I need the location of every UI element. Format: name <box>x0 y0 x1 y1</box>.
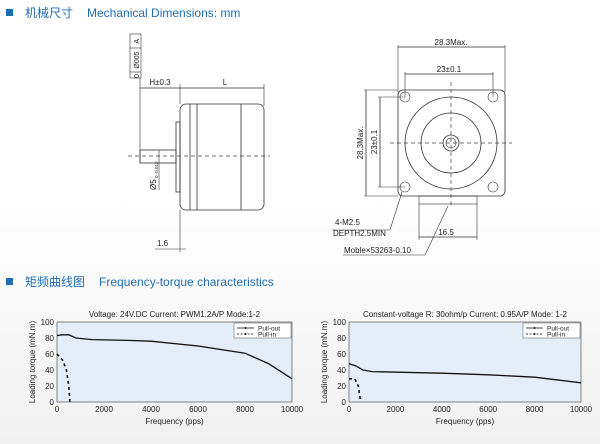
height-max-dim: 28.3Max. <box>356 127 365 160</box>
l-dimension: L <box>223 78 228 87</box>
y-tick-label: 100 <box>41 318 55 327</box>
x-tick-label: 4000 <box>433 405 451 414</box>
holes-depth-note: DEPTH2.5MIN <box>333 229 386 238</box>
bullet-square-icon <box>6 9 13 16</box>
x-tick-label: 0 <box>347 405 352 414</box>
shaft-tolerance: 0 -0.012 <box>154 161 159 178</box>
holes-note: 4-M2.5 <box>335 218 360 227</box>
y-tick-label: 20 <box>45 382 54 391</box>
legend-marker <box>533 327 536 329</box>
y-tick-label: 0 <box>50 398 55 407</box>
hole-pitch-horizontal: 23±0.1 <box>437 65 462 74</box>
chart-title: Constant-voltage R: 30ohm/p Current: 0.9… <box>363 310 568 319</box>
flange-thickness: 1.6 <box>157 239 169 248</box>
connector-dimension: 16.5 <box>438 228 454 237</box>
series-pull-out <box>56 334 293 380</box>
y-tick-label: 60 <box>45 350 54 359</box>
chart-title: Voltage: 24V.DC Current: PWM1.2A/P Mode:… <box>89 310 261 319</box>
front-view: 28.3Max. 23±0.1 28.3Max. 23±0.1 16.5 4-M… <box>332 38 512 256</box>
x-tick-label: 6000 <box>479 405 497 414</box>
y-axis-label: Loading torque (mN.m) <box>28 321 37 404</box>
x-tick-label: 10000 <box>570 405 593 414</box>
legend-label: Pull-out <box>547 325 569 332</box>
bullet-square-icon <box>6 278 13 285</box>
series-pull-out <box>348 362 582 384</box>
legend-marker <box>533 333 536 335</box>
x-axis-label: Frequency (pps) <box>436 417 495 426</box>
tolerance-zero: 0 <box>134 74 141 78</box>
legend-label: Pull-in <box>547 331 565 338</box>
h-dimension: H±0.3 <box>149 78 171 87</box>
tolerance-value: Ø005 <box>134 51 141 68</box>
section-header-frequency: 矩频曲线图 Frequency-torque characteristics <box>6 273 274 290</box>
legend-label: Pull-out <box>258 325 280 332</box>
connector-note: Moble×53263-0.10 <box>344 246 411 255</box>
x-tick-label: 2000 <box>95 405 113 414</box>
y-tick-label: 0 <box>342 398 347 407</box>
y-tick-label: 100 <box>333 318 347 327</box>
legend-marker <box>244 327 247 329</box>
x-tick-label: 8000 <box>236 405 254 414</box>
x-tick-label: 2000 <box>387 405 405 414</box>
legend-label: Pull-in <box>258 331 276 338</box>
y-tick-label: 40 <box>45 366 54 375</box>
section-header-mechanical: 机械尺寸 Mechanical Dimensions: mm <box>6 4 240 21</box>
x-tick-label: 6000 <box>189 405 207 414</box>
side-view: A Ø005 0 H±0.3 L Ø5 0 -0.012 1.6 <box>128 33 270 252</box>
hole-pitch-vertical: 23±0.1 <box>370 129 379 154</box>
y-tick-label: 80 <box>337 334 346 343</box>
x-tick-label: 0 <box>55 405 60 414</box>
shaft-diameter: Ø5 <box>149 179 158 190</box>
x-tick-label: 8000 <box>526 405 544 414</box>
y-tick-label: 20 <box>337 382 346 391</box>
x-axis-label: Frequency (pps) <box>145 417 204 426</box>
legend-marker <box>244 333 247 335</box>
chart-1: Voltage: 24V.DC Current: PWM1.2A/P Mode:… <box>28 310 304 426</box>
y-axis-label: Loading torque (mN.m) <box>320 321 329 404</box>
chart-2: Constant-voltage R: 30ohm/p Current: 0.9… <box>320 310 593 426</box>
x-tick-label: 4000 <box>142 405 160 414</box>
x-tick-label: 10000 <box>281 405 304 414</box>
torque-charts: Voltage: 24V.DC Current: PWM1.2A/P Mode:… <box>28 310 593 426</box>
y-tick-label: 40 <box>337 366 346 375</box>
series-pull-in <box>349 377 362 403</box>
series-pull-in <box>56 353 71 403</box>
datum-label: A <box>134 39 141 44</box>
y-tick-label: 80 <box>45 334 54 343</box>
width-max-dim: 28.3Max. <box>435 38 468 47</box>
y-tick-label: 60 <box>337 350 346 359</box>
